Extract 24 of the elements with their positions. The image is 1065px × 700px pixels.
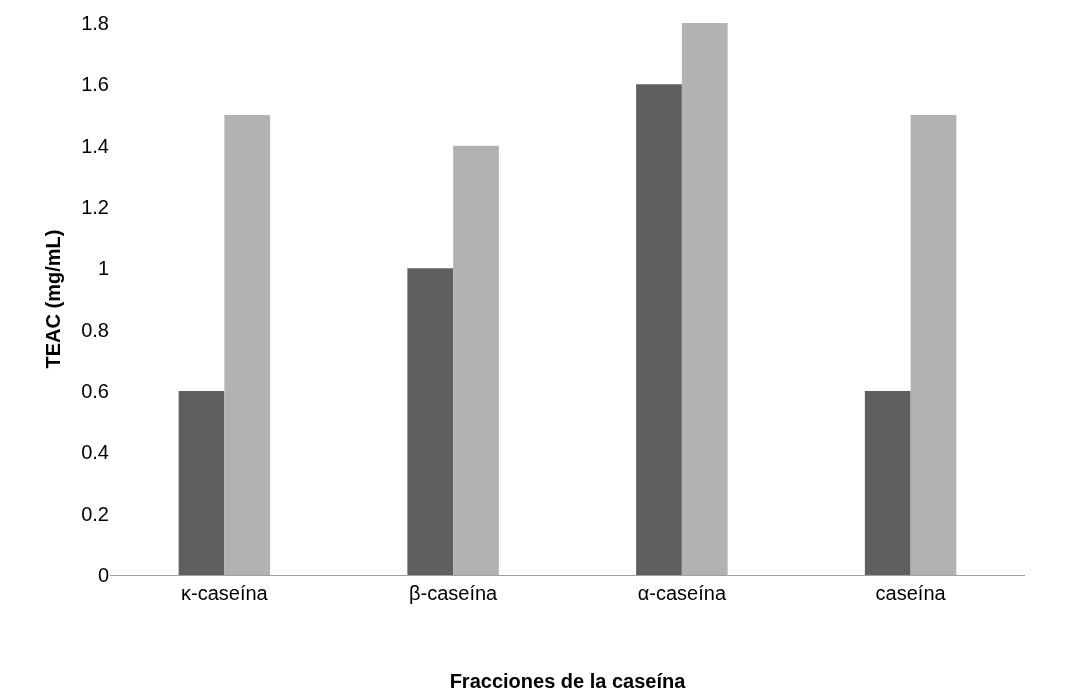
bar <box>636 84 682 575</box>
y-tick-label: 1.2 <box>81 196 109 218</box>
bar <box>224 115 271 575</box>
bar <box>407 268 454 575</box>
bar <box>910 115 957 575</box>
bar <box>681 23 728 575</box>
y-tick-label: 0.8 <box>81 318 109 341</box>
x-tick-label: κ-caseína <box>181 582 269 604</box>
y-tick-label: 1.6 <box>81 73 109 96</box>
y-tick-label: 0.6 <box>81 380 109 402</box>
bar <box>453 145 499 575</box>
y-tick-label: 1 <box>97 257 109 280</box>
bar <box>178 391 225 575</box>
y-axis-title: TEAC (mg/mL) <box>41 229 64 369</box>
y-tick-label: 0 <box>97 564 109 586</box>
bar <box>864 391 911 575</box>
x-tick-label: caseína <box>875 582 947 604</box>
y-tick-label: 1.8 <box>81 12 109 34</box>
x-tick-label: α-caseína <box>637 582 727 604</box>
y-tick-label: 0.2 <box>81 502 109 525</box>
y-tick-label: 0.4 <box>81 441 109 464</box>
y-tick-label: 1.4 <box>81 134 109 157</box>
x-axis-title: Fracciones de la caseína <box>449 669 687 692</box>
x-tick-label: β-caseína <box>409 582 499 604</box>
